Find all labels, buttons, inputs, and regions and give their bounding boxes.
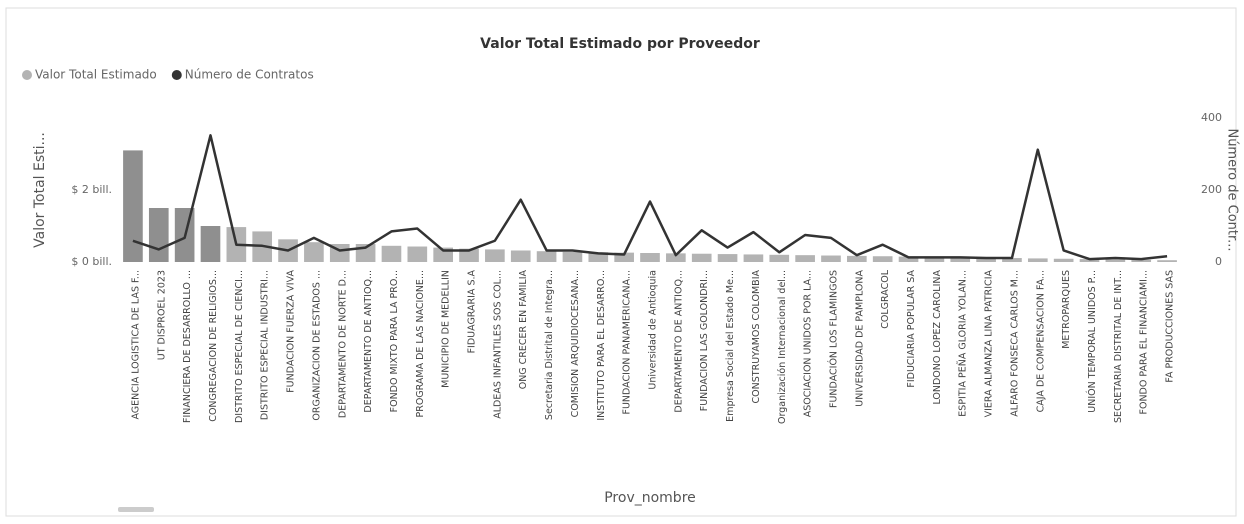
bar — [924, 256, 945, 262]
scrollbar[interactable] — [118, 507, 154, 512]
x-tick-label: INSTITUTO PARA EL DESARRO... — [596, 270, 607, 421]
x-axis-title: Prov_nombre — [604, 490, 696, 506]
bar — [304, 242, 324, 262]
x-tick-label: ASOCIACION UNIDOS POR LA... — [803, 270, 814, 417]
bar — [1105, 259, 1126, 262]
bar — [562, 251, 583, 262]
x-tick-label: DEPARTAMENTO DE ANTIOQ... — [673, 270, 684, 413]
bar — [381, 245, 402, 262]
bar — [691, 253, 712, 262]
x-tick-label: ALDEAS INFANTILES SOS COL... — [492, 270, 503, 419]
bar — [148, 208, 169, 262]
x-tick-label: AGENCIA LOGISTICA DE LAS F... — [130, 270, 141, 420]
x-tick-label: UNIÓN TEMPORAL UNIDOS P... — [1086, 270, 1098, 413]
bar — [1027, 258, 1048, 262]
bar — [1053, 258, 1074, 262]
x-tick-label: FIDUCIARIA POPULAR SA — [906, 270, 917, 388]
x-tick-label: COMISION ARQUIDIOCESANA... — [570, 270, 581, 417]
legend-marker — [22, 70, 32, 80]
legend-label: Número de Contratos — [185, 68, 314, 82]
bar — [950, 257, 971, 262]
bar — [588, 252, 609, 262]
bar — [459, 248, 479, 262]
bar — [898, 256, 919, 262]
x-tick-label: ONG CRECER EN FAMILIA — [518, 270, 529, 390]
bar — [200, 226, 221, 262]
bar — [485, 249, 505, 262]
y2-tick-label: 400 — [1201, 111, 1222, 124]
x-tick-label: SECRETARIA DISTRITAL DE INT... — [1113, 270, 1124, 423]
x-tick-label: FONDO PARA EL FINANCIAMI... — [1139, 270, 1150, 415]
bar — [976, 257, 996, 262]
x-tick-label: DISTRITO ESPECIAL DE CIENCI... — [234, 270, 245, 423]
line — [132, 134, 1168, 261]
y2-tick-label: 200 — [1201, 183, 1222, 196]
bar — [769, 254, 790, 262]
bar — [1157, 260, 1177, 262]
x-tick-label: FUNDACION PANAMERICANA... — [622, 270, 633, 415]
x-tick-label: DEPARTAMENTO DE NORTE D... — [337, 270, 348, 418]
bar — [640, 253, 660, 262]
x-tick-label: Universidad de Antioquia — [648, 270, 659, 390]
x-tick-label: CONGREGACION DE RELIGIOS... — [208, 270, 219, 422]
y-tick-label: $ 0 bill. — [71, 255, 112, 268]
x-tick-label: Empresa Social del Estado Me... — [725, 270, 736, 422]
bar — [847, 255, 867, 262]
bar — [510, 250, 531, 262]
y2-tick-label: 0 — [1215, 255, 1222, 268]
y-tick-label: $ 2 bill. — [71, 183, 112, 196]
x-tick-label: FUNDACIÓN LOS FLAMINGOS — [827, 270, 839, 408]
bar — [666, 253, 686, 262]
x-tick-label: ORGANIZACION DE ESTADOS ... — [311, 270, 322, 421]
y2-axis-title: Número de Contr... — [1225, 128, 1240, 251]
bar — [743, 254, 764, 262]
bar — [717, 254, 738, 262]
x-tick-label: ALFARO FONSECA CARLOS M... — [1009, 270, 1020, 417]
y-axis-title: Valor Total Esti... — [32, 132, 48, 248]
bar — [1002, 258, 1022, 262]
x-tick-label: UT DISPROEL 2023 — [156, 270, 167, 360]
x-tick-label: DEPARTAMENTO DE ANTIOQ... — [363, 270, 374, 413]
x-tick-label: PROGRAMA DE LAS NACIONE... — [415, 270, 426, 418]
x-tick-label: FIDUAGRARIA S.A — [467, 270, 478, 354]
legend-label: Valor Total Estimado — [35, 68, 157, 82]
bar — [872, 256, 893, 262]
x-tick-label: Secretaria Distrital de Integra... — [544, 270, 555, 420]
x-tick-label: CAJA DE COMPENSACION FA... — [1035, 270, 1046, 412]
bar — [1079, 259, 1100, 262]
x-tick-label: MUNICIPIO DE MEDELLIN — [441, 270, 452, 388]
x-tick-label: VIERA ALMANZA LINA PATRICIA — [984, 270, 995, 418]
bar — [536, 251, 557, 262]
x-tick-label: ESPITIA PEÑA GLORIA YOLAN... — [958, 270, 969, 417]
chart-title: Valor Total Estimado por Proveedor — [480, 36, 760, 52]
x-tick-label: FINANCIERA DE DESARROLLO ... — [182, 270, 193, 423]
x-tick-label: FA PRODUCCIONES SAS — [1165, 270, 1176, 383]
bar — [123, 150, 143, 262]
legend-marker — [171, 70, 182, 80]
x-tick-label: FUNDACION FUERZA VIVA — [286, 269, 297, 392]
x-tick-label: DISTRITO ESPECIAL INDUSTRI... — [260, 270, 271, 420]
bar — [795, 255, 815, 262]
bar — [407, 246, 428, 262]
x-tick-label: FONDO MIXTO PARA LA PRO... — [389, 270, 400, 412]
bar — [614, 252, 634, 262]
x-tick-label: COLGRACOL — [880, 269, 891, 328]
x-tick-label: CONSTRUYAMOS COLOMBIA — [751, 270, 762, 404]
x-tick-label: METROPARQUES — [1061, 270, 1072, 349]
x-tick-label: LONDONO LOPEZ CAROLINA — [932, 270, 943, 405]
x-tick-label: FUNDACION LAS GOLONDRI... — [699, 270, 710, 411]
bar — [821, 255, 841, 262]
x-tick-label: Organización Internacional del... — [777, 270, 788, 424]
x-tick-label: UNIVERSIDAD DE PAMPLONA — [854, 270, 865, 407]
bar — [1131, 259, 1152, 262]
